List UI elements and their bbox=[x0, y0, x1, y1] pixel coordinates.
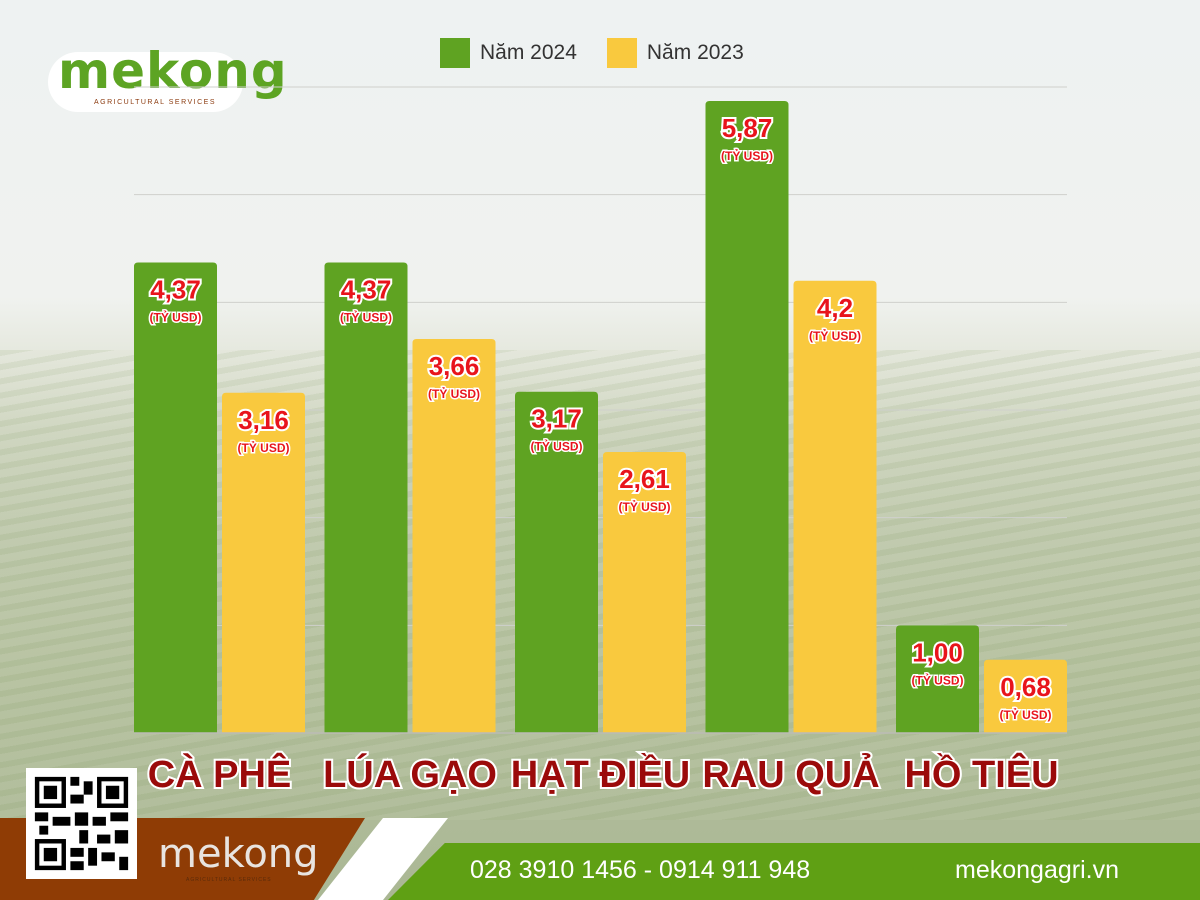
legend-label: Năm 2023 bbox=[646, 41, 744, 64]
legend: Năm 2024 Năm 2023 bbox=[440, 38, 744, 68]
bar bbox=[324, 262, 408, 733]
data-label: 3,16 bbox=[238, 405, 289, 435]
mekong-logo: mekong AGRICULTURAL SERVICES bbox=[48, 46, 287, 112]
logo-text: mekong bbox=[58, 42, 288, 100]
footer-logo-text: mekong bbox=[158, 831, 319, 877]
category-label: HẠT ĐIỀU bbox=[511, 752, 690, 796]
unit-label: (TỶ USD) bbox=[619, 499, 671, 514]
unit-label: (TỶ USD) bbox=[238, 440, 290, 455]
data-label: 4,37 bbox=[150, 274, 201, 304]
data-label: 5,87 bbox=[722, 113, 773, 143]
bar bbox=[134, 262, 217, 733]
footer-website[interactable]: mekongagri.vn bbox=[955, 856, 1119, 884]
data-label: 2,61 bbox=[619, 464, 670, 494]
legend-item-2024: Năm 2024 bbox=[440, 38, 577, 68]
qr-code bbox=[26, 768, 137, 879]
unit-label: (TỶ USD) bbox=[340, 309, 392, 324]
bar bbox=[705, 100, 789, 734]
bar bbox=[984, 659, 1067, 733]
category-label: HỒ TIÊU bbox=[904, 752, 1058, 796]
bar bbox=[222, 392, 305, 733]
category-label: LÚA GẠO bbox=[323, 752, 497, 796]
unit-label: (TỶ USD) bbox=[1000, 707, 1052, 722]
category-label: CÀ PHÊ bbox=[148, 752, 292, 796]
bar bbox=[793, 280, 877, 733]
unit-label: (TỶ USD) bbox=[721, 148, 773, 163]
footer-green-band bbox=[388, 843, 1200, 900]
unit-label: (TỶ USD) bbox=[150, 309, 202, 324]
bar-chart: 4,37 (TỶ USD) 3,16 (TỶ USD) CÀ PHÊ 4,37 (TỶ US… bbox=[134, 86, 1067, 798]
legend-swatch bbox=[606, 38, 637, 68]
footer-phone: 028 3910 1456 - 0914 911 948 bbox=[470, 856, 811, 884]
unit-label: (TỶ USD) bbox=[428, 386, 480, 401]
legend-item-2023: Năm 2023 bbox=[606, 38, 744, 68]
data-label: 3,17 bbox=[531, 404, 582, 434]
unit-label: (TỶ USD) bbox=[809, 328, 861, 343]
category-label: RAU QUẢ bbox=[702, 752, 879, 796]
logo-subtitle: AGRICULTURAL SERVICES bbox=[94, 99, 217, 106]
footer-logo-subtitle: AGRICULTURAL SERVICES bbox=[186, 877, 272, 883]
legend-swatch bbox=[440, 38, 470, 68]
data-label: 1,00 bbox=[912, 637, 963, 667]
unit-label: (TỶ USD) bbox=[912, 672, 964, 687]
bar bbox=[412, 338, 496, 733]
bar bbox=[603, 451, 686, 733]
data-label: 4,37 bbox=[341, 274, 392, 304]
legend-label: Năm 2024 bbox=[480, 41, 577, 64]
data-label: 4,2 bbox=[817, 293, 853, 323]
data-label: 3,66 bbox=[429, 351, 480, 381]
unit-label: (TỶ USD) bbox=[531, 439, 583, 454]
bar bbox=[515, 391, 598, 733]
bar bbox=[896, 625, 979, 733]
data-label: 0,68 bbox=[1000, 672, 1051, 702]
